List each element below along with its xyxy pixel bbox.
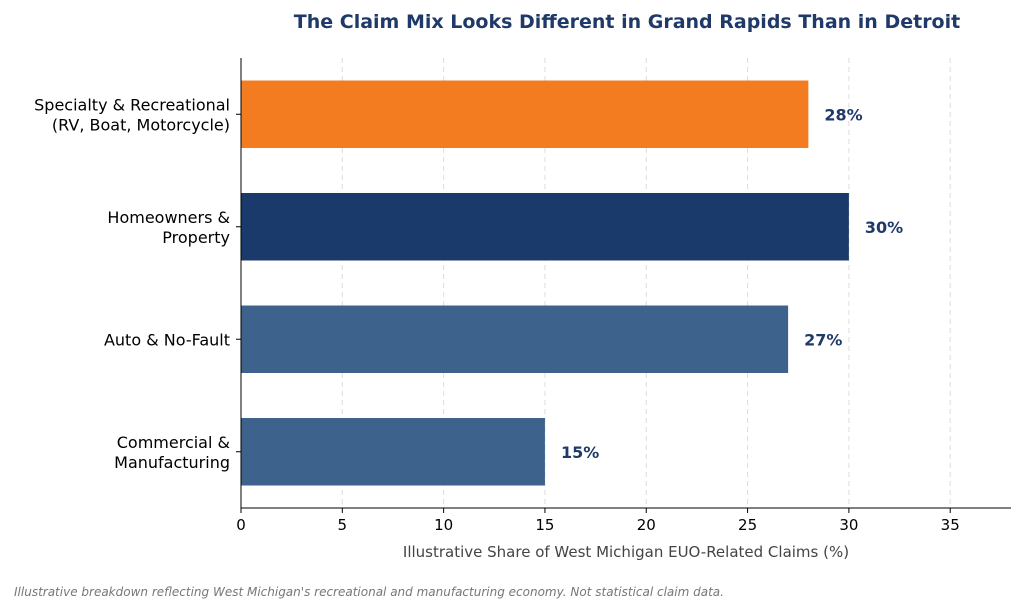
category-label: Homeowners & Property [107,208,230,247]
value-label: 30% [865,218,903,237]
category-label-line: (RV, Boat, Motorcycle) [52,115,230,134]
bar [241,193,849,261]
x-tick-label: 20 [637,516,656,534]
category-label-line: Commercial & [117,433,230,452]
x-tick-label: 0 [236,516,246,534]
x-tick-label: 30 [839,516,858,534]
bar [241,80,809,148]
x-axis: 0 5 10 15 20 25 30 35 [236,58,1011,534]
category-label-line: Property [162,228,230,247]
category-label-line: Specialty & Recreational [34,95,230,114]
category-label: Commercial & Manufacturing [114,433,230,472]
category-label-line: Homeowners & [107,208,230,227]
bar [241,418,545,486]
footnote: Illustrative breakdown reflecting West M… [14,585,724,599]
x-tick-label: 15 [535,516,554,534]
category-label: Auto & No-Fault [104,330,230,349]
bar [241,305,789,373]
x-tick-label: 35 [941,516,960,534]
x-axis-label: Illustrative Share of West Michigan EUO-… [403,543,849,561]
value-label: 27% [804,330,842,349]
bars [241,80,849,486]
category-label-line: Manufacturing [114,453,230,472]
x-tick-label: 25 [738,516,757,534]
category-label-line: Auto & No-Fault [104,330,230,349]
value-labels: 28% 30% 27% 15% [561,105,903,462]
value-label: 28% [824,105,862,124]
x-tick-label: 10 [434,516,453,534]
x-tick-label: 5 [338,516,348,534]
chart-title: The Claim Mix Looks Different in Grand R… [294,11,960,33]
category-label: Specialty & Recreational (RV, Boat, Motor… [34,95,230,134]
value-label: 15% [561,443,599,462]
category-labels: Specialty & Recreational (RV, Boat, Motor… [34,95,241,472]
